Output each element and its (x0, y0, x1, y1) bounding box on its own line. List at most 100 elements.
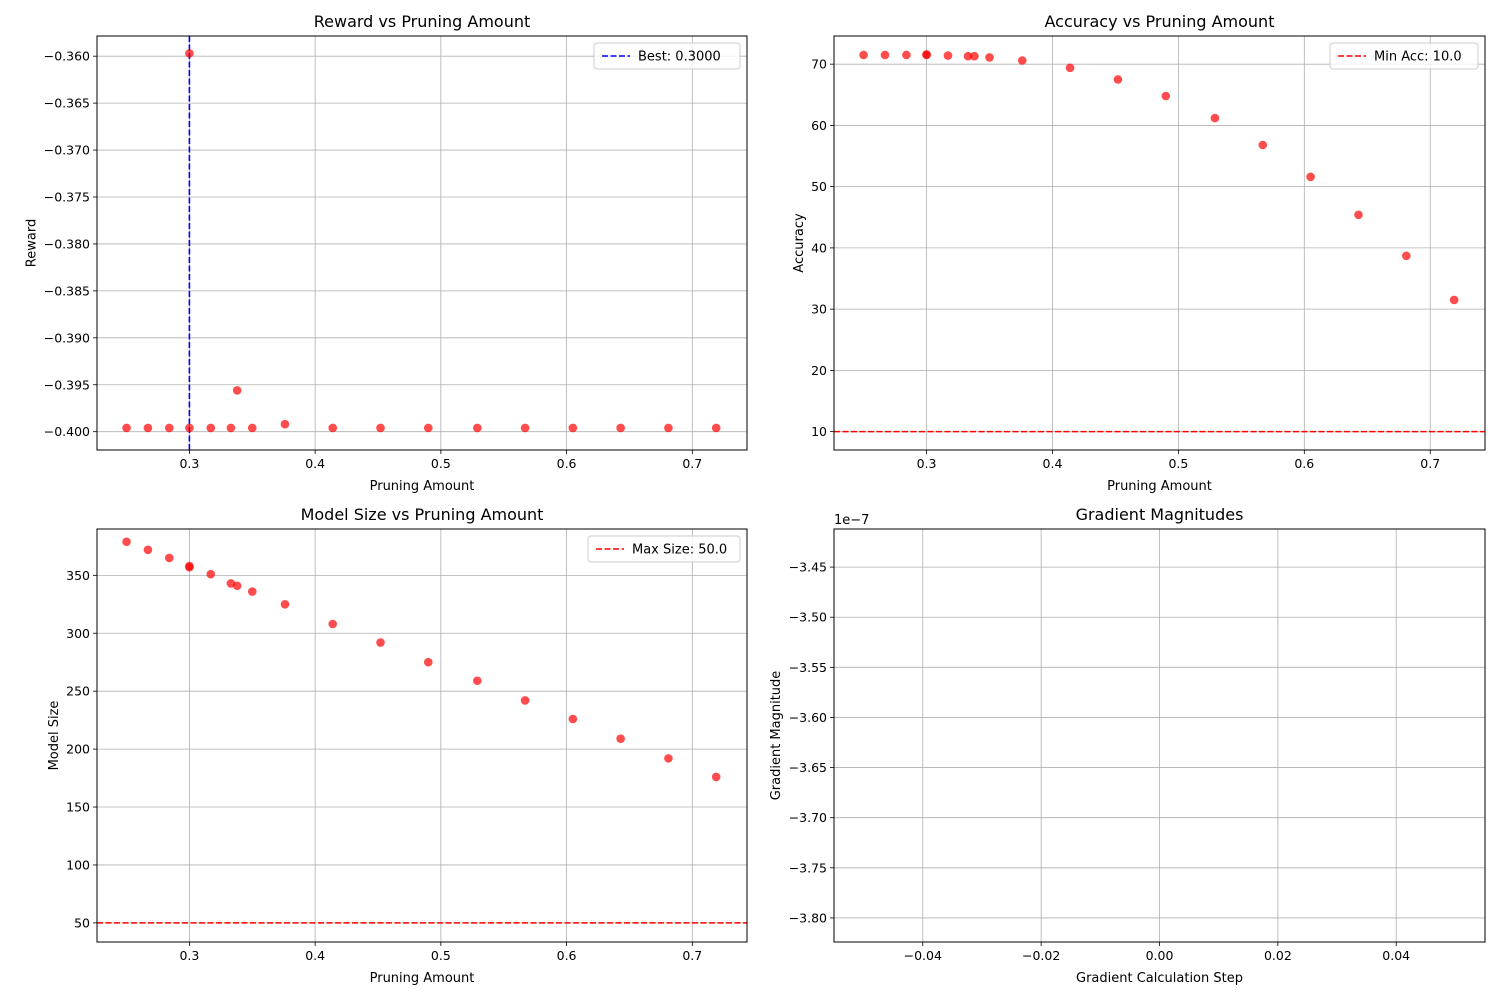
y-tick-label: −3.80 (789, 910, 827, 925)
y-tick-label: −3.65 (789, 760, 827, 775)
scatter-point (1161, 91, 1171, 101)
legend-label: Best: 0.3000 (638, 50, 721, 65)
x-tick-label: 0.3 (179, 456, 199, 471)
scatter-point (568, 714, 578, 724)
y-axis-label: Model Size (47, 701, 62, 771)
scatter-point (122, 537, 131, 547)
scatter-point (664, 754, 673, 763)
scatter-point (664, 423, 673, 433)
scatter-point (970, 51, 979, 61)
scatter-point (185, 49, 194, 58)
scatter-point (143, 423, 153, 433)
legend-label: Min Acc: 10.0 (1374, 50, 1462, 65)
data-layer (97, 537, 747, 924)
scatter-point (922, 50, 931, 59)
x-tick-label: 0.7 (682, 948, 702, 963)
scatter-point (328, 619, 338, 629)
scatter-point (711, 423, 721, 433)
scatter-point (473, 423, 482, 433)
x-tick-label: 0.7 (1420, 456, 1440, 471)
x-tick-label: 0.3 (917, 456, 937, 471)
scatter-point (616, 423, 625, 433)
y-tick-label: −3.50 (789, 610, 827, 625)
scatter-point (616, 734, 625, 743)
y-tick-label: −0.360 (44, 49, 90, 64)
scatter-point (423, 423, 433, 433)
y-tick-label: 50 (811, 179, 827, 194)
y-tick-label: −3.60 (789, 710, 827, 725)
scatter-point (226, 423, 236, 433)
scatter-point (568, 423, 578, 433)
y-tick-label: 10 (811, 424, 827, 439)
scatter-point (232, 386, 242, 395)
x-tick-label: 0.3 (179, 948, 199, 963)
y-tick-label: 50 (74, 915, 90, 930)
scatter-point (232, 581, 242, 591)
y-tick-label: 150 (66, 800, 90, 815)
x-tick-label: 0.5 (1168, 456, 1188, 471)
legend: Best: 0.3000 (593, 42, 741, 70)
scatter-point (247, 587, 257, 596)
x-tick-label: 0.6 (1294, 456, 1314, 471)
y-tick-label: −0.400 (44, 424, 90, 439)
x-tick-label: 0.4 (1043, 456, 1063, 471)
y-tick-label: −0.365 (44, 96, 90, 111)
x-tick-label: 0.04 (1382, 948, 1410, 963)
x-tick-label: 0.6 (557, 456, 577, 471)
scatter-point (520, 423, 530, 433)
chart-panel-2: 0.3 0.4 0.5 0.6 0.7 10 20 30 40 50 60 70 Accuracy vs… (792, 12, 1486, 494)
x-tick-label: 0.02 (1264, 948, 1292, 963)
y-tick-label: −0.375 (44, 190, 90, 205)
chart-panel-1: 0.3 0.4 0.5 0.6 0.7 −0.360 −0.365 −0.370 −0.375 −… (24, 12, 748, 494)
scatter-point (143, 545, 153, 555)
scatter-point (328, 423, 338, 433)
legend: Min Acc: 10.0 (1329, 42, 1479, 70)
scatter-point (376, 423, 385, 433)
y-tick-label: −3.55 (789, 660, 827, 675)
y-tick-label: 60 (811, 118, 827, 133)
scatter-point (1258, 140, 1268, 150)
scatter-point (1306, 172, 1315, 182)
chart-title: Model Size vs Pruning Amount (301, 505, 544, 524)
scatter-point (164, 553, 174, 563)
legend-frame (587, 535, 741, 563)
y-tick-label: −0.370 (44, 143, 90, 158)
y-tick-label: 70 (811, 57, 827, 72)
x-axis-label: Gradient Calculation Step (1076, 971, 1243, 986)
scatter-point (1449, 295, 1459, 305)
y-tick-label: 300 (66, 626, 90, 641)
legend-frame (1329, 42, 1479, 70)
x-tick-label: 0.4 (305, 948, 325, 963)
axes-frame (833, 528, 1486, 943)
chart-title: Accuracy vs Pruning Amount (1045, 12, 1275, 31)
y-tick-label: −0.390 (44, 330, 90, 345)
x-tick-label: 0.7 (682, 456, 702, 471)
axes-frame (96, 528, 748, 943)
x-tick-label: −0.04 (904, 948, 942, 963)
y-axis-label: Accuracy (792, 213, 807, 273)
y-tick-label: 200 (66, 742, 90, 757)
legend-label: Max Size: 50.0 (632, 543, 727, 558)
chart-title: Reward vs Pruning Amount (314, 12, 531, 31)
scatter-point (280, 419, 290, 429)
y-axis-label: Reward (24, 219, 39, 267)
y-tick-label: 40 (811, 240, 827, 255)
scatter-point (247, 423, 257, 433)
scatter-point (164, 423, 174, 433)
scatter-point (185, 562, 194, 572)
scatter-point (122, 423, 131, 433)
chart-panel-3: 0.3 0.4 0.5 0.6 0.7 50 100 150 200 250 300 350 Model… (47, 505, 748, 986)
y-tick-label: 30 (811, 302, 827, 317)
y-tick-label: 100 (66, 857, 90, 872)
y-tick-label: −3.45 (789, 560, 827, 575)
y-tick-label: −0.385 (44, 283, 90, 298)
y-tick-label: 250 (66, 684, 90, 699)
scatter-point (985, 53, 994, 62)
scatter-point (280, 600, 290, 609)
axes-frame (96, 35, 748, 451)
legend: Max Size: 50.0 (587, 535, 741, 563)
scatter-point (185, 423, 194, 433)
legend-frame (593, 42, 741, 70)
x-tick-label: −0.02 (1022, 948, 1060, 963)
